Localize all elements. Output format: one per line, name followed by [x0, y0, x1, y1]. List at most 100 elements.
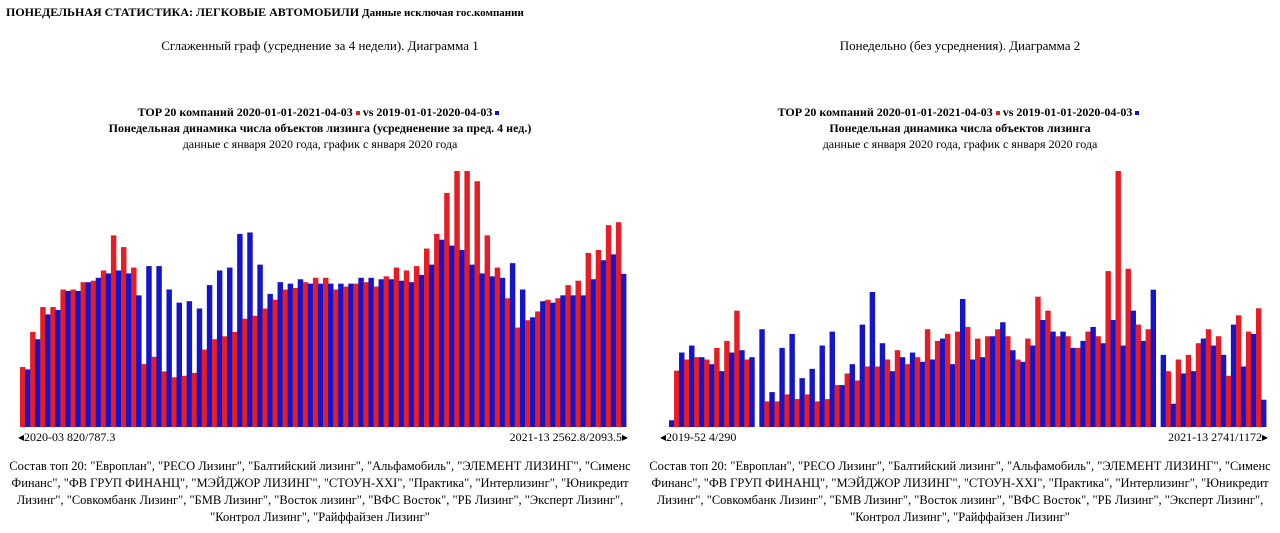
- bar-current: [854, 380, 861, 427]
- bar-previous: [469, 264, 475, 427]
- bar-current: [565, 285, 571, 427]
- bar-current: [222, 336, 228, 427]
- bar-previous: [1210, 345, 1217, 427]
- bar-current: [50, 307, 56, 427]
- bar-current: [975, 338, 981, 427]
- bar-previous: [206, 285, 213, 427]
- top20-composition: Состав топ 20: "Европлан", "РЕСО Лизинг"…: [9, 459, 631, 524]
- bar-previous: [1150, 289, 1157, 427]
- bar-previous: [55, 309, 61, 427]
- end-label: 2021-13 2562.8/2093.5▸: [509, 430, 628, 444]
- legend-blue-square: [1135, 111, 1140, 116]
- bar-current: [674, 370, 680, 427]
- bar-current: [262, 308, 268, 427]
- bar-previous: [277, 282, 283, 427]
- bar-previous: [388, 279, 395, 427]
- chart-title-line3: данные с января 2020 года, график с янва…: [182, 137, 458, 151]
- bar-previous: [459, 249, 465, 427]
- bar-current: [1045, 310, 1051, 427]
- bar-current: [161, 371, 167, 427]
- bar-previous: [439, 239, 445, 427]
- bar-previous: [809, 368, 815, 427]
- bar-previous: [620, 273, 627, 427]
- bar-previous: [1080, 340, 1086, 427]
- bar-previous: [398, 280, 405, 427]
- bar-previous: [136, 295, 142, 427]
- bar-current: [1185, 354, 1192, 427]
- bar-previous: [378, 279, 384, 427]
- bar-previous: [909, 352, 916, 427]
- bar-current: [312, 277, 319, 427]
- bar-current: [504, 298, 511, 427]
- bar-previous: [1240, 366, 1247, 427]
- bar-current: [924, 329, 931, 427]
- bar-previous: [570, 295, 576, 427]
- title-period-previous: vs 2019-01-01-2020-04-03: [362, 105, 493, 119]
- bar-current: [1075, 347, 1081, 427]
- bar-current: [944, 333, 951, 427]
- bar-previous: [560, 295, 566, 427]
- bar-previous: [1140, 340, 1146, 427]
- bar-current: [954, 331, 961, 427]
- bar-previous: [1070, 347, 1076, 427]
- bar-previous: [669, 420, 675, 427]
- bar-previous: [819, 345, 825, 427]
- bar-previous: [859, 324, 866, 427]
- bar-current: [595, 249, 602, 427]
- bar-previous: [1060, 331, 1066, 427]
- bar-previous: [257, 264, 263, 427]
- bar-previous: [1190, 371, 1197, 427]
- bar-previous: [1230, 324, 1237, 427]
- bar-current: [323, 277, 329, 427]
- bar-previous: [829, 331, 835, 427]
- bar-previous: [479, 273, 485, 427]
- bar-previous: [196, 308, 203, 427]
- bar-current: [965, 326, 971, 427]
- bar-current: [1065, 336, 1071, 427]
- bar-previous: [749, 357, 755, 427]
- bar-previous: [769, 392, 775, 427]
- bar-chart-smoothed: [20, 171, 627, 427]
- bar-current: [514, 327, 521, 427]
- bar-previous: [1260, 399, 1267, 427]
- bar-previous: [1170, 403, 1177, 427]
- start-label: ◂2019-52 4/290: [660, 430, 737, 444]
- bar-previous: [530, 317, 536, 427]
- bar-current: [363, 282, 369, 427]
- bar-previous: [95, 277, 102, 427]
- bar-previous: [1040, 319, 1046, 427]
- bar-previous: [267, 293, 273, 427]
- title-period-previous: vs 2019-01-01-2020-04-03: [1002, 105, 1133, 119]
- bar-previous: [1120, 345, 1126, 427]
- bar-current: [474, 181, 480, 427]
- bar-current: [1235, 315, 1242, 427]
- bar-previous: [287, 283, 294, 427]
- bar-previous: [1220, 354, 1227, 427]
- bar-previous: [449, 245, 455, 427]
- bar-previous: [358, 277, 364, 427]
- end-label: 2021-13 2741/1172▸: [1168, 430, 1268, 444]
- bar-current: [1015, 359, 1021, 427]
- bar-current: [131, 267, 137, 427]
- bar-current: [242, 318, 248, 427]
- bar-current: [824, 399, 830, 427]
- bar-current: [1035, 296, 1041, 427]
- bar-previous: [1100, 343, 1106, 427]
- bar-current: [985, 336, 991, 427]
- bar-previous: [550, 302, 556, 427]
- bar-previous: [699, 357, 705, 427]
- bar-previous: [709, 364, 715, 427]
- bar-current: [764, 401, 770, 427]
- bar-current: [1105, 271, 1111, 427]
- bar-previous: [499, 277, 506, 427]
- bar-current: [444, 192, 450, 427]
- bar-previous: [1200, 338, 1207, 427]
- bar-current: [272, 299, 278, 427]
- bar-previous: [247, 232, 253, 427]
- right-arrow-icon: ▸: [1261, 430, 1268, 444]
- bar-current: [110, 235, 117, 427]
- bar-current: [1055, 336, 1061, 427]
- bar-previous: [1030, 345, 1036, 427]
- bar-current: [884, 359, 891, 427]
- bar-previous: [1050, 331, 1056, 427]
